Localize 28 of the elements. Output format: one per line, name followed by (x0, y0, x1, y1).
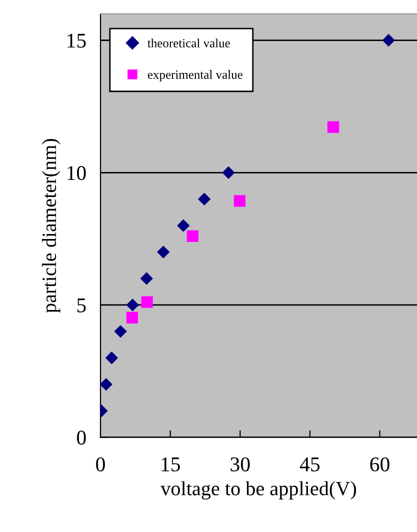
x-tick-label: 0 (96, 457, 105, 472)
x-tick-label: 45 (300, 457, 320, 472)
legend-label: experimental value (148, 70, 242, 82)
x-axis-title: voltage to be applied(V) (160, 481, 356, 500)
point (126, 312, 138, 324)
point (186, 230, 198, 242)
y-tick-label: 15 (68, 34, 86, 48)
point (100, 378, 112, 391)
y-tick-label: 0 (76, 430, 86, 445)
x-tick-label: 15 (162, 457, 180, 472)
legend-label: theoretical value (148, 38, 230, 48)
point (222, 166, 235, 179)
point (126, 298, 139, 312)
point (327, 121, 340, 133)
x-tick-label: 30 (230, 457, 250, 472)
point (176, 219, 190, 232)
point (105, 352, 118, 364)
point (140, 272, 153, 285)
point (141, 296, 153, 308)
point (156, 246, 170, 258)
point (382, 34, 395, 47)
point (234, 195, 246, 207)
x-tick-label: 60 (370, 457, 390, 472)
point (114, 325, 127, 338)
y-axis-title: particle diameter(nm) (42, 138, 60, 313)
y-tick-label: 5 (77, 298, 86, 312)
point (198, 192, 211, 206)
y-tick-label: 10 (68, 166, 86, 180)
